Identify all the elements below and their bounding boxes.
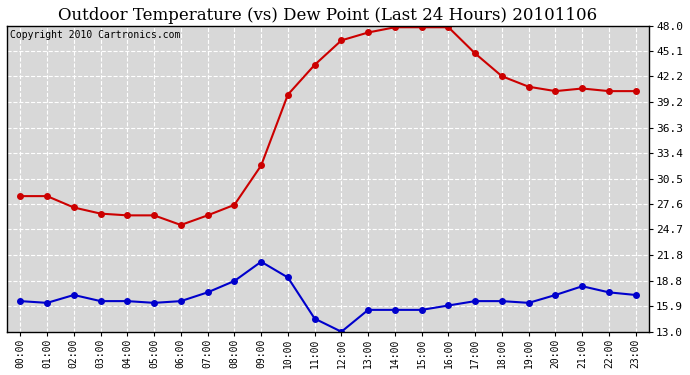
Title: Outdoor Temperature (vs) Dew Point (Last 24 Hours) 20101106: Outdoor Temperature (vs) Dew Point (Last… <box>59 7 598 24</box>
Text: Copyright 2010 Cartronics.com: Copyright 2010 Cartronics.com <box>10 30 181 40</box>
